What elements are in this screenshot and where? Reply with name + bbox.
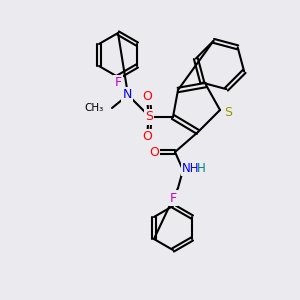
Text: S: S xyxy=(145,110,153,124)
Text: O: O xyxy=(142,130,152,143)
Text: S: S xyxy=(224,106,232,118)
Text: H: H xyxy=(196,163,206,176)
Text: F: F xyxy=(114,76,122,89)
Text: CH₃: CH₃ xyxy=(85,103,104,113)
Text: F: F xyxy=(169,191,177,205)
Text: NH: NH xyxy=(182,161,200,175)
Text: N: N xyxy=(122,88,132,101)
Text: O: O xyxy=(142,91,152,103)
Text: O: O xyxy=(149,146,159,158)
